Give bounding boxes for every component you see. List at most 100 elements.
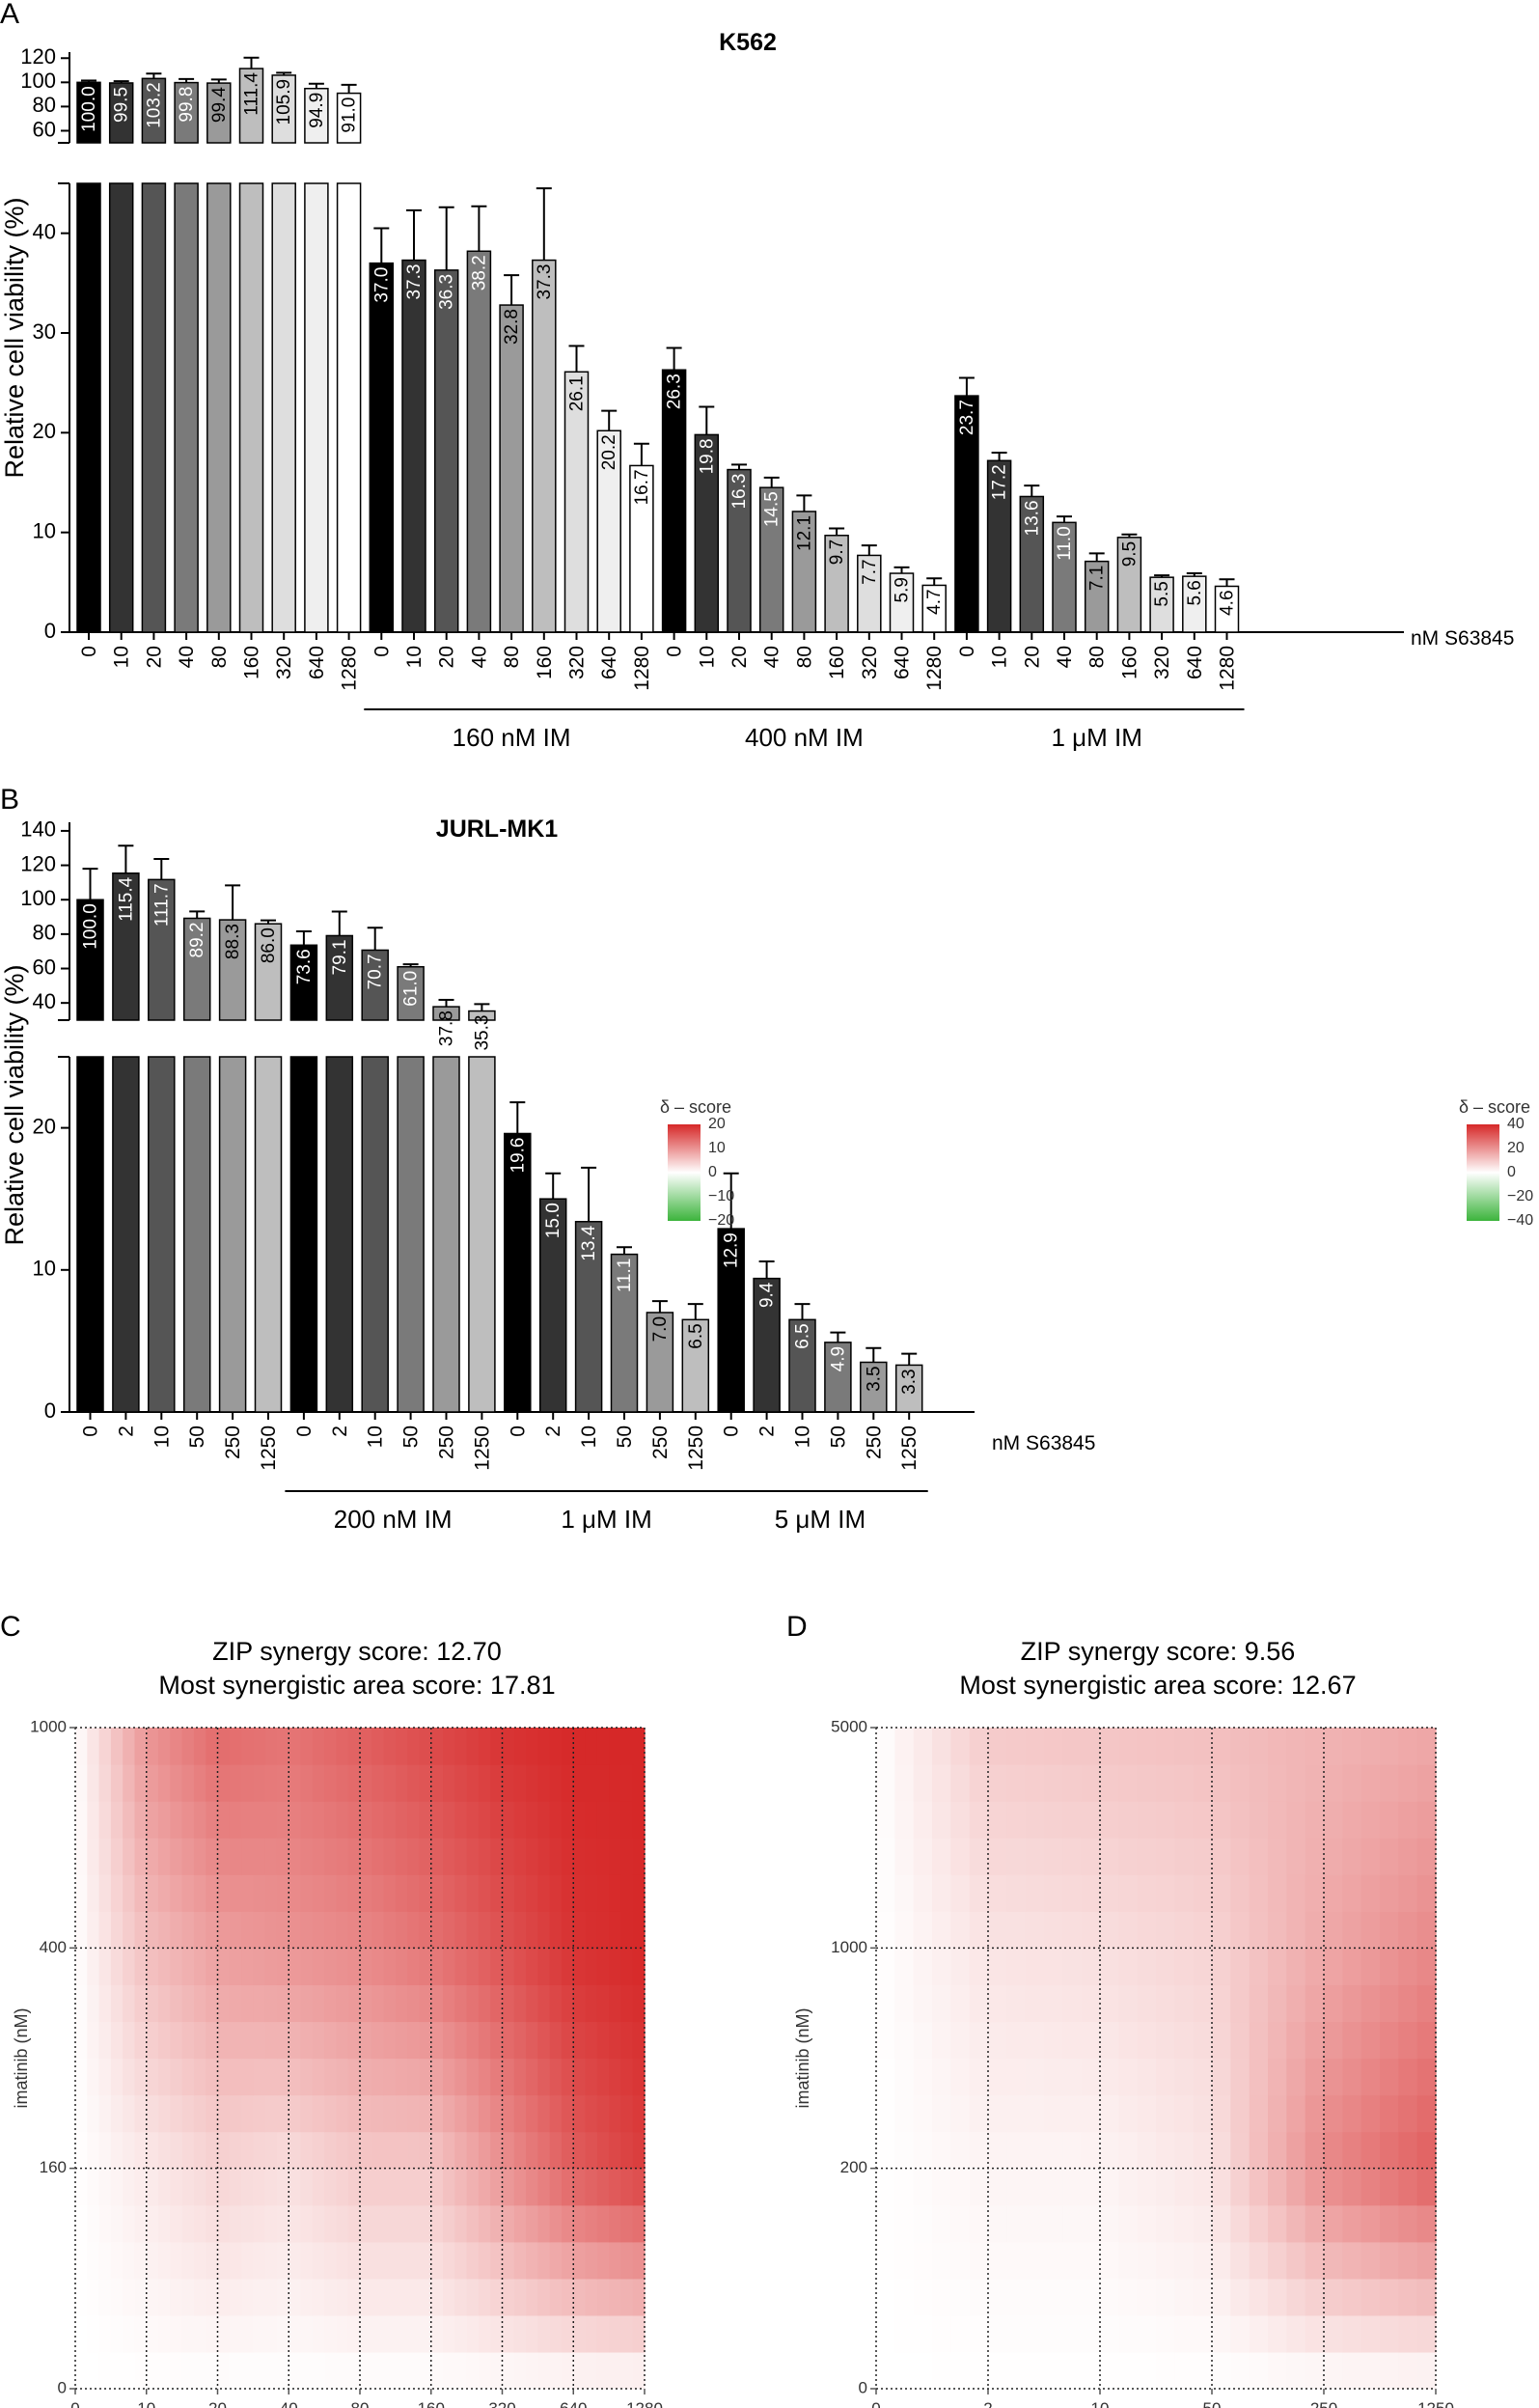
heatmap-cell — [513, 2204, 527, 2243]
heatmap-cell — [87, 1728, 100, 1765]
heatmap-cell — [454, 2021, 468, 2060]
heatmap-cell — [609, 1948, 622, 1985]
heatmap-cell — [549, 2278, 563, 2316]
heatmap-cell — [596, 2131, 610, 2170]
heatmap-cell — [123, 2021, 136, 2060]
heatmap-cell — [1044, 1838, 1063, 1875]
heatmap-cell — [1360, 2241, 1381, 2280]
heatmap-cell — [87, 1911, 100, 1949]
data-label: 12.9 — [722, 1232, 742, 1268]
heatmap-cell — [289, 1948, 302, 1985]
heatmap-cell — [1081, 1728, 1101, 1765]
heatmap-cell — [1062, 2278, 1083, 2316]
heatmap-cell — [75, 2351, 88, 2390]
heatmap-cell — [1137, 2204, 1157, 2243]
data-label: 16.3 — [729, 474, 750, 510]
heatmap-cell — [466, 2278, 480, 2316]
heatmap-cell — [407, 2094, 421, 2133]
heatmap-cell — [1193, 2241, 1213, 2280]
heatmap-cell — [193, 2314, 206, 2353]
heatmap-cell — [1360, 1984, 1381, 2023]
heatmap-cell — [632, 1948, 646, 1985]
heatmap-cell — [146, 2058, 159, 2096]
heatmap-cell — [585, 1984, 598, 2023]
heatmap-cell — [513, 2351, 527, 2390]
heatmap-cell — [158, 1874, 171, 1912]
heatmap-cell — [1025, 1911, 1045, 1949]
heatmap-cell — [87, 2094, 100, 2133]
heatmap-cell — [1305, 2058, 1325, 2096]
heatmap-cell — [146, 2241, 159, 2280]
heatmap-cell — [526, 2314, 538, 2353]
heatmap-cell — [360, 1948, 372, 1985]
heatmap-cell — [1398, 1764, 1418, 1802]
heatmap-cell — [490, 1728, 504, 1765]
bar-lower-segment — [76, 182, 101, 633]
heatmap-cell — [170, 1984, 183, 2023]
heatmap-cell — [1398, 2314, 1418, 2353]
heatmap-cell — [312, 2314, 325, 2353]
heatmap-cell — [206, 2021, 219, 2060]
heatmap-cell — [75, 2131, 88, 2170]
heatmap-cell — [1137, 2314, 1157, 2353]
heatmap-cell — [1193, 2204, 1213, 2243]
heatmap-cell — [1193, 1764, 1213, 1802]
heatmap-cell — [170, 2351, 183, 2390]
heatmap-cell — [360, 2314, 372, 2353]
heatmap-cell — [478, 2278, 491, 2316]
heatmap-cell — [1062, 1874, 1083, 1912]
heatmap-cell — [229, 2168, 242, 2206]
heatmap-cell — [1398, 2094, 1418, 2133]
heatmap-cell — [336, 1838, 349, 1875]
heatmap-cell — [1398, 2241, 1418, 2280]
heatmap-cell — [75, 2278, 88, 2316]
heatmap-cell — [466, 2094, 480, 2133]
heatmap-cell — [478, 2204, 491, 2243]
heatmap-cell — [1044, 2351, 1063, 2390]
heatmap-cell — [170, 2131, 183, 2170]
heatmap-cell — [490, 2351, 504, 2390]
heatmap-cell — [1286, 1838, 1306, 1875]
x-tick-label: 1250 — [898, 1425, 921, 1471]
heatmap-cell — [289, 2351, 302, 2390]
heatmap-cell — [419, 1838, 432, 1875]
heatmap-cell — [110, 1764, 124, 1802]
heatmap-cell — [526, 1801, 538, 1839]
heatmap-cell — [1398, 2204, 1418, 2243]
bar — [753, 1277, 781, 1413]
heatmap-cell — [395, 2131, 408, 2170]
heatmap-cell — [407, 2278, 421, 2316]
heatmap-cell — [1324, 2351, 1343, 2390]
heatmap-cell — [1342, 1948, 1362, 1985]
group-label: 200 nM IM — [334, 1505, 453, 1534]
heatmap-cell — [253, 2241, 266, 2280]
heatmap-cell — [932, 1984, 951, 2023]
heatmap-cell — [1174, 1911, 1195, 1949]
legend-tick-label: 0 — [1507, 1164, 1516, 1180]
x-tick-label: 0 — [664, 646, 686, 657]
heatmap-cell — [913, 2021, 933, 2060]
heatmap-cell — [1268, 2021, 1287, 2060]
heatmap-cell — [988, 2131, 1007, 2170]
heatmap-cell — [1324, 1801, 1343, 1839]
heatmap-cell — [894, 1984, 915, 2023]
heatmap-cell — [876, 2131, 895, 2170]
heatmap-cell — [876, 1838, 895, 1875]
heatmap-cell — [1137, 1801, 1157, 1839]
heatmap-cell — [300, 2021, 314, 2060]
heatmap-cell — [490, 2168, 504, 2206]
x-tick-label: 50 — [1203, 2399, 1222, 2408]
heatmap-cell — [1174, 2241, 1195, 2280]
heatmap-cell — [585, 1948, 598, 1985]
data-label: 15.0 — [543, 1203, 563, 1238]
data-label: 99.8 — [177, 87, 197, 123]
heatmap-cell — [324, 1728, 338, 1765]
heatmap-cell — [1118, 1911, 1139, 1949]
chart-title: K562 — [719, 29, 777, 56]
heatmap-cell — [969, 2351, 989, 2390]
heatmap-cell — [1174, 2278, 1195, 2316]
heatmap-cell — [1416, 1948, 1437, 1985]
heatmap-cell — [1156, 1801, 1175, 1839]
heatmap-cell — [969, 2278, 989, 2316]
heatmap-cell — [1044, 2058, 1063, 2096]
